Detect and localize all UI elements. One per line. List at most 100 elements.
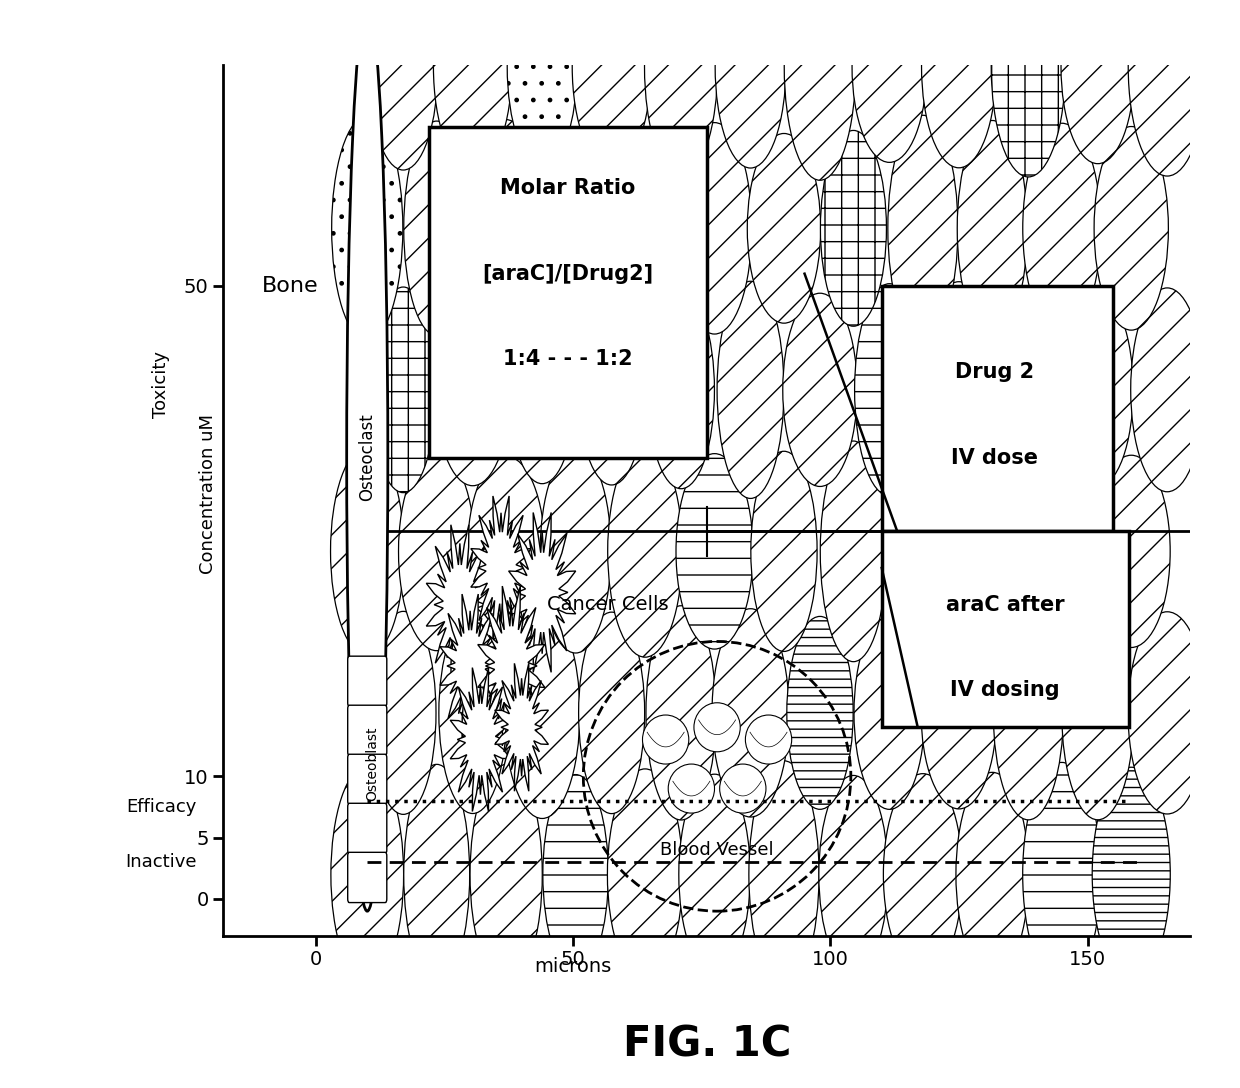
Ellipse shape (404, 765, 470, 985)
Polygon shape (450, 668, 511, 812)
Polygon shape (427, 524, 494, 684)
Text: Cancer Cells: Cancer Cells (547, 595, 668, 615)
Ellipse shape (921, 0, 996, 168)
Text: Inactive: Inactive (125, 853, 197, 871)
Polygon shape (440, 594, 500, 738)
Ellipse shape (642, 715, 688, 764)
FancyBboxPatch shape (882, 286, 1114, 531)
Ellipse shape (331, 766, 403, 984)
Ellipse shape (993, 606, 1064, 820)
Text: [araC]/[Drug2]: [araC]/[Drug2] (482, 263, 653, 284)
Ellipse shape (579, 613, 645, 814)
Ellipse shape (435, 294, 510, 485)
Ellipse shape (538, 129, 614, 327)
Ellipse shape (1092, 767, 1171, 981)
Ellipse shape (956, 772, 1029, 976)
FancyBboxPatch shape (347, 852, 387, 903)
Ellipse shape (676, 454, 753, 650)
Ellipse shape (646, 606, 717, 820)
FancyBboxPatch shape (347, 705, 387, 755)
Ellipse shape (434, 0, 512, 171)
Polygon shape (508, 512, 575, 672)
Ellipse shape (818, 776, 888, 974)
Ellipse shape (608, 769, 683, 980)
Ellipse shape (749, 761, 820, 988)
Ellipse shape (1128, 0, 1207, 176)
Ellipse shape (991, 0, 1065, 177)
Text: Osteoclast: Osteoclast (358, 413, 376, 502)
Text: microns: microns (534, 956, 611, 976)
Ellipse shape (854, 617, 925, 809)
Ellipse shape (1128, 611, 1207, 814)
Ellipse shape (887, 448, 959, 654)
Ellipse shape (331, 447, 404, 656)
Ellipse shape (505, 607, 580, 818)
Ellipse shape (371, 611, 436, 815)
Ellipse shape (668, 764, 714, 813)
Ellipse shape (787, 617, 853, 809)
Text: Drug 2: Drug 2 (955, 361, 1034, 382)
Ellipse shape (371, 287, 435, 493)
Ellipse shape (470, 765, 542, 985)
Ellipse shape (748, 134, 821, 323)
Ellipse shape (467, 456, 544, 646)
Polygon shape (471, 496, 531, 640)
Ellipse shape (751, 452, 817, 652)
Ellipse shape (1061, 606, 1133, 819)
FancyBboxPatch shape (882, 531, 1128, 727)
Ellipse shape (782, 294, 857, 486)
Ellipse shape (992, 290, 1065, 490)
Ellipse shape (821, 441, 887, 662)
Ellipse shape (610, 133, 681, 324)
Polygon shape (477, 586, 544, 746)
Ellipse shape (854, 284, 924, 496)
FancyBboxPatch shape (429, 126, 707, 458)
Ellipse shape (1094, 126, 1168, 330)
Text: 1:4 - - - 1:2: 1:4 - - - 1:2 (503, 349, 632, 370)
Ellipse shape (404, 121, 470, 335)
Ellipse shape (368, 0, 438, 170)
Ellipse shape (678, 775, 750, 975)
Ellipse shape (471, 120, 542, 337)
Ellipse shape (821, 131, 887, 326)
Text: Toxicity: Toxicity (153, 350, 170, 418)
Text: IV dose: IV dose (951, 447, 1038, 468)
Ellipse shape (712, 608, 789, 817)
Ellipse shape (331, 115, 403, 341)
Text: araC after: araC after (946, 595, 1064, 615)
Ellipse shape (1061, 0, 1135, 163)
Ellipse shape (507, 0, 577, 168)
FancyBboxPatch shape (347, 754, 387, 804)
FancyBboxPatch shape (347, 803, 387, 854)
Ellipse shape (510, 296, 575, 484)
Ellipse shape (921, 617, 997, 808)
Ellipse shape (955, 445, 1030, 657)
Ellipse shape (784, 0, 856, 181)
Ellipse shape (541, 449, 611, 653)
Ellipse shape (852, 0, 926, 162)
Text: Blood Vessel: Blood Vessel (660, 841, 774, 858)
Polygon shape (495, 664, 548, 791)
Text: IV dosing: IV dosing (950, 680, 1060, 701)
Ellipse shape (921, 282, 997, 498)
Ellipse shape (608, 445, 682, 657)
Ellipse shape (543, 775, 609, 974)
Ellipse shape (745, 715, 791, 764)
Ellipse shape (717, 281, 784, 498)
Ellipse shape (1063, 293, 1133, 486)
Ellipse shape (719, 764, 766, 813)
Ellipse shape (572, 0, 651, 169)
Ellipse shape (888, 115, 959, 342)
Ellipse shape (1092, 455, 1171, 647)
Ellipse shape (1029, 452, 1095, 651)
Ellipse shape (1023, 123, 1101, 333)
Ellipse shape (1131, 288, 1204, 492)
Ellipse shape (957, 121, 1028, 336)
Ellipse shape (439, 613, 507, 814)
FancyBboxPatch shape (347, 656, 387, 706)
Text: Osteoblast: Osteoblast (366, 727, 379, 801)
Ellipse shape (645, 0, 718, 177)
Text: Bone: Bone (262, 276, 319, 296)
Ellipse shape (347, 4, 388, 911)
Text: Efficacy: Efficacy (126, 798, 197, 816)
